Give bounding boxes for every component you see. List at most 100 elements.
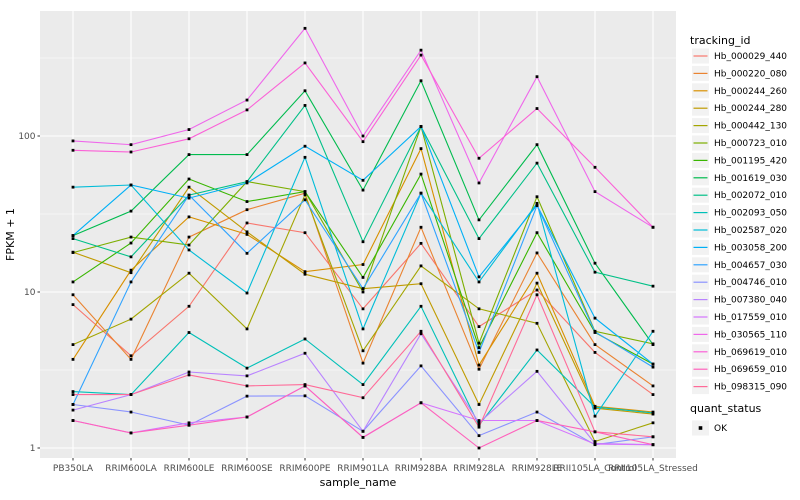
data-point xyxy=(303,191,307,195)
data-point xyxy=(535,201,539,205)
y-tick-label: 1 xyxy=(30,444,36,454)
data-point xyxy=(477,341,481,345)
data-point xyxy=(419,172,423,176)
data-point xyxy=(419,304,423,308)
data-point xyxy=(187,243,191,247)
data-point xyxy=(477,346,481,350)
quant-status-legend-title: quant_status xyxy=(690,402,762,415)
data-point xyxy=(245,327,249,331)
data-point xyxy=(535,419,539,422)
data-point xyxy=(535,369,539,373)
data-point xyxy=(419,241,423,245)
data-point xyxy=(361,383,365,386)
data-point xyxy=(71,148,75,152)
data-point xyxy=(129,143,133,147)
data-point xyxy=(535,107,539,110)
data-point xyxy=(651,225,655,229)
data-point xyxy=(129,393,133,396)
data-point xyxy=(593,430,597,434)
data-point xyxy=(651,284,655,288)
data-point xyxy=(593,316,597,320)
y-axis-title: FPKM + 1 xyxy=(4,208,17,261)
data-point xyxy=(593,343,597,347)
data-point xyxy=(651,421,655,425)
data-point xyxy=(303,383,307,386)
data-point xyxy=(477,156,481,160)
data-point xyxy=(477,423,481,427)
data-point xyxy=(71,303,75,307)
data-point xyxy=(477,181,481,185)
data-point xyxy=(245,221,249,225)
data-point xyxy=(129,410,133,414)
data-point xyxy=(71,357,75,361)
data-point xyxy=(593,190,597,194)
legend-item-label: Hb_004746_010 xyxy=(714,278,787,288)
data-point xyxy=(361,435,365,439)
x-axis-title: sample_name xyxy=(320,476,397,489)
data-point xyxy=(535,271,539,275)
data-point xyxy=(187,235,191,239)
data-point xyxy=(303,198,307,202)
legend-item-label: Hb_069659_010 xyxy=(714,365,787,375)
data-point xyxy=(245,233,249,236)
legend-item-label: Hb_003058_200 xyxy=(714,243,787,253)
data-point xyxy=(419,125,423,128)
data-point xyxy=(361,287,365,291)
data-point xyxy=(477,280,481,284)
data-point xyxy=(477,218,481,222)
data-point xyxy=(245,200,249,203)
data-point xyxy=(187,153,191,156)
data-point xyxy=(651,365,655,369)
legend-item-label: Hb_000029_440 xyxy=(714,52,787,62)
data-point xyxy=(361,178,365,182)
data-point xyxy=(361,188,365,192)
data-point xyxy=(245,153,249,156)
y-tick-label: 100 xyxy=(18,132,35,142)
data-point xyxy=(303,337,307,341)
data-point xyxy=(129,431,133,435)
data-point xyxy=(651,343,655,347)
data-point xyxy=(477,363,481,367)
data-point xyxy=(419,147,423,151)
data-point xyxy=(303,155,307,159)
legend-item-label: Hb_001195_420 xyxy=(714,156,787,166)
data-point xyxy=(419,48,423,52)
data-point xyxy=(303,394,307,398)
data-point xyxy=(477,446,481,450)
data-point xyxy=(129,255,133,259)
data-point xyxy=(245,394,249,398)
data-point xyxy=(303,231,307,235)
data-point xyxy=(419,225,423,229)
data-point xyxy=(71,237,75,240)
data-point xyxy=(187,423,191,427)
data-point xyxy=(593,351,597,354)
legend-item-label: Hb_002587_020 xyxy=(714,226,787,236)
data-point xyxy=(593,330,597,334)
data-point xyxy=(361,276,365,279)
data-point xyxy=(71,293,75,297)
x-tick-label: RRIM600PE xyxy=(279,464,331,474)
legend-item-label: Hb_000723_010 xyxy=(714,139,787,149)
legend-item-label: Hb_069619_010 xyxy=(714,348,787,358)
data-point xyxy=(129,317,133,321)
data-point xyxy=(361,396,365,400)
data-point xyxy=(71,251,75,254)
quant-status-square-marker xyxy=(698,426,703,430)
data-point xyxy=(245,366,249,370)
data-point xyxy=(71,403,75,406)
data-point xyxy=(477,403,481,406)
data-point xyxy=(361,134,365,138)
data-point xyxy=(477,434,481,438)
data-point xyxy=(303,193,307,197)
legend-item-label: Hb_000220_080 xyxy=(714,69,787,79)
legend-item-label: Hb_000442_130 xyxy=(714,122,787,132)
data-point xyxy=(187,248,191,252)
legend-title: tracking_id xyxy=(690,34,751,47)
data-point xyxy=(361,361,365,365)
data-point xyxy=(187,370,191,374)
data-point xyxy=(129,268,133,272)
data-point xyxy=(477,275,481,279)
data-point xyxy=(71,234,75,237)
data-point xyxy=(245,98,249,102)
x-tick-label: RRII105LA_Control xyxy=(553,464,636,474)
